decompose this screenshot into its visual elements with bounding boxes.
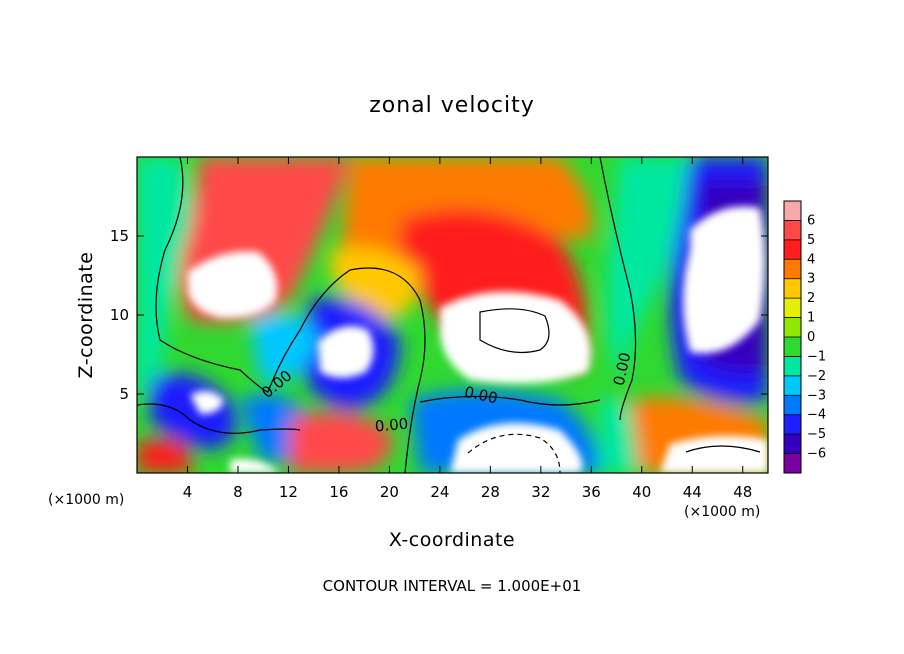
colorbar-swatch	[784, 239, 801, 260]
contour-line-centre	[419, 395, 601, 406]
colorbar-swatch	[784, 375, 801, 396]
colorbar-swatch	[784, 298, 801, 319]
contour-label: 0.00	[374, 415, 409, 436]
colorbar-tick-label: 2	[807, 291, 815, 306]
colorbar-swatch	[784, 220, 801, 241]
velocity-field	[137, 157, 768, 473]
colorbar-swatch	[784, 414, 801, 435]
white-right	[683, 206, 765, 354]
white-bottom-right	[660, 435, 768, 473]
x-tick-label: 24	[430, 483, 449, 501]
x-axis-title: X-coordinate	[389, 529, 515, 551]
white-bottom-left	[230, 458, 280, 473]
blob-bottom-red	[290, 412, 392, 473]
x-tick-label: 36	[582, 483, 601, 501]
blob-lower-left-red	[137, 440, 194, 473]
colorbar-swatch	[784, 453, 801, 474]
contour-line-right	[599, 157, 637, 421]
colorbar-tick-label: 6	[807, 213, 815, 228]
contour-dashed-bottom	[467, 433, 561, 473]
colorbar-swatch	[784, 201, 801, 221]
white-mid	[318, 326, 374, 378]
contour-line-bottom	[137, 403, 301, 434]
colorbar-tick-label: 3	[807, 272, 815, 287]
white-small-left	[190, 391, 224, 415]
blob-bottom-cyan	[600, 397, 640, 473]
contour-interval-footer: CONTOUR INTERVAL = 1.000E+01	[323, 577, 582, 595]
colorbar-swatch	[784, 259, 801, 280]
x-tick-label: 4	[183, 483, 193, 501]
colorbar-tick-label: 4	[807, 252, 815, 267]
field-saturated-regions	[188, 206, 768, 473]
colorbar-swatch	[784, 278, 801, 299]
colorbar-swatch	[784, 337, 801, 357]
contour-line-left	[155, 157, 426, 473]
colorbar-tick-label: −1	[807, 349, 826, 364]
colorbar-swatch	[784, 356, 801, 377]
blob-left-cyan	[137, 157, 200, 400]
contour-closed-centre	[479, 308, 550, 354]
colorbar-tick-label: −3	[807, 388, 826, 403]
chart-title: zonal velocity	[369, 93, 535, 118]
x-tick-label: 44	[683, 483, 702, 501]
colorbar-tick-label: −2	[807, 369, 826, 384]
x-tick-label: 32	[531, 483, 550, 501]
colorbar-swatch	[784, 317, 801, 338]
colorbar-tick-label: −5	[807, 427, 826, 442]
colorbar-swatch	[784, 434, 801, 455]
x-origin-units: (×1000 m)	[48, 492, 124, 508]
colorbar-tick-label: 1	[807, 311, 815, 326]
x-end-units: (×1000 m)	[684, 504, 760, 520]
colorbar-tick-label: −4	[807, 408, 826, 423]
x-tick-label: 8	[233, 483, 243, 501]
x-tick-label: 20	[380, 483, 399, 501]
blob-right-cyan	[606, 157, 700, 380]
colorbar-swatch	[784, 395, 801, 416]
x-tick-label: 16	[329, 483, 348, 501]
blob-mid-cyan	[250, 313, 320, 382]
zero-contours	[137, 157, 761, 473]
y-tick-label: 10	[110, 306, 129, 324]
x-tick-label: 28	[481, 483, 500, 501]
colorbar-tick-label: −6	[807, 447, 826, 462]
y-tick-label: 5	[119, 385, 129, 403]
colorbar-tick-label: 5	[807, 233, 815, 248]
contour-closed-right-bottom	[685, 445, 761, 453]
y-axis-title: Z-coordinate	[75, 252, 97, 379]
x-tick-label: 40	[632, 483, 651, 501]
colorbar: 6 5 4 3 2 1 0 −1 −2 −3 −4 −5 −6	[783, 200, 826, 474]
white-left	[188, 251, 278, 319]
x-tick-label: 48	[733, 483, 752, 501]
y-tick-label: 15	[110, 227, 129, 245]
white-bottom-centre	[450, 422, 583, 473]
colorbar-tick-label: 0	[807, 330, 815, 345]
white-centre	[440, 291, 591, 384]
x-tick-label: 12	[279, 483, 298, 501]
